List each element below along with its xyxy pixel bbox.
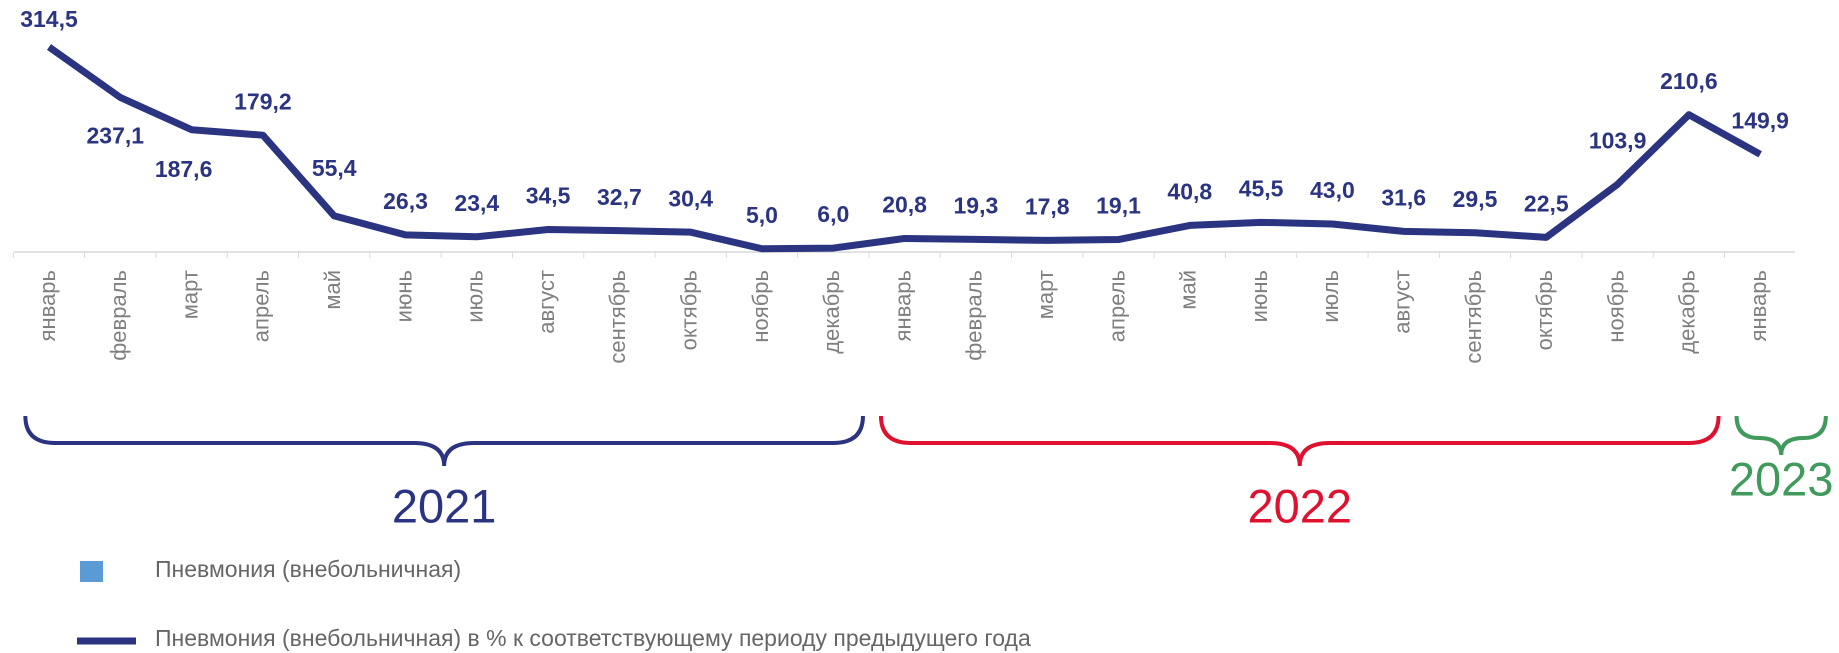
legend-label: Пневмония (внебольничная) в % к соответс… bbox=[155, 625, 1031, 651]
x-tick-label: январь bbox=[1746, 270, 1771, 341]
data-label: 210,6 bbox=[1660, 68, 1718, 94]
data-label: 179,2 bbox=[234, 88, 292, 114]
year-brace bbox=[878, 415, 1721, 467]
x-tick-label: май bbox=[320, 270, 345, 310]
data-label: 17,8 bbox=[1025, 193, 1070, 219]
x-tick-label: февраль bbox=[106, 270, 131, 361]
data-label: 19,1 bbox=[1096, 193, 1141, 219]
year-label: 2021 bbox=[392, 479, 497, 532]
data-label: 6,0 bbox=[817, 201, 849, 227]
data-label: 29,5 bbox=[1453, 186, 1498, 212]
legend-label: Пневмония (внебольничная) bbox=[155, 556, 461, 582]
data-label: 40,8 bbox=[1167, 178, 1212, 204]
data-label: 32,7 bbox=[597, 184, 642, 210]
year-brace bbox=[1734, 415, 1828, 456]
data-label: 19,3 bbox=[954, 192, 999, 218]
x-tick-label: декабрь bbox=[819, 270, 844, 354]
data-label: 20,8 bbox=[882, 192, 927, 218]
x-tick-label: август bbox=[1390, 270, 1415, 334]
data-label: 23,4 bbox=[454, 190, 499, 216]
data-label: 30,4 bbox=[668, 185, 713, 211]
x-tick-label: август bbox=[534, 270, 559, 334]
x-tick-label: июль bbox=[463, 270, 488, 323]
data-label: 149,9 bbox=[1731, 107, 1789, 133]
x-tick-label: февраль bbox=[962, 270, 987, 361]
x-tick-label: сентябрь bbox=[605, 270, 630, 364]
data-label: 55,4 bbox=[312, 155, 357, 181]
year-label: 2022 bbox=[1247, 479, 1352, 532]
data-label: 45,5 bbox=[1239, 175, 1284, 201]
x-tick-label: декабрь bbox=[1675, 270, 1700, 354]
x-tick-label: октябрь bbox=[1532, 270, 1557, 350]
x-tick-label: сентябрь bbox=[1461, 270, 1486, 364]
data-label: 31,6 bbox=[1381, 184, 1426, 210]
year-label: 2023 bbox=[1729, 452, 1834, 505]
year-brace bbox=[23, 415, 865, 467]
data-label: 103,9 bbox=[1589, 127, 1647, 153]
x-tick-label: апрель bbox=[249, 270, 274, 342]
x-tick-label: март bbox=[177, 270, 202, 319]
x-tick-label: ноябрь bbox=[748, 270, 773, 343]
data-label: 5,0 bbox=[746, 202, 778, 228]
x-tick-label: июнь bbox=[1247, 270, 1272, 322]
x-tick-label: ноябрь bbox=[1603, 270, 1628, 343]
data-label: 34,5 bbox=[526, 183, 571, 209]
data-label: 43,0 bbox=[1310, 177, 1355, 203]
x-tick-label: май bbox=[1176, 270, 1201, 310]
x-tick-label: январь bbox=[35, 270, 60, 341]
data-label: 237,1 bbox=[87, 123, 145, 149]
x-tick-label: июль bbox=[1318, 270, 1343, 323]
data-label: 22,5 bbox=[1524, 190, 1569, 216]
x-tick-label: июнь bbox=[391, 270, 416, 322]
x-tick-label: март bbox=[1033, 270, 1058, 319]
x-tick-label: октябрь bbox=[677, 270, 702, 350]
data-label: 26,3 bbox=[383, 188, 428, 214]
x-tick-label: апрель bbox=[1104, 270, 1129, 342]
x-tick-label: январь bbox=[890, 270, 915, 341]
data-line bbox=[46, 44, 1762, 253]
legend-marker bbox=[80, 561, 103, 582]
data-label: 187,6 bbox=[155, 156, 213, 182]
data-label: 314,5 bbox=[20, 6, 78, 32]
